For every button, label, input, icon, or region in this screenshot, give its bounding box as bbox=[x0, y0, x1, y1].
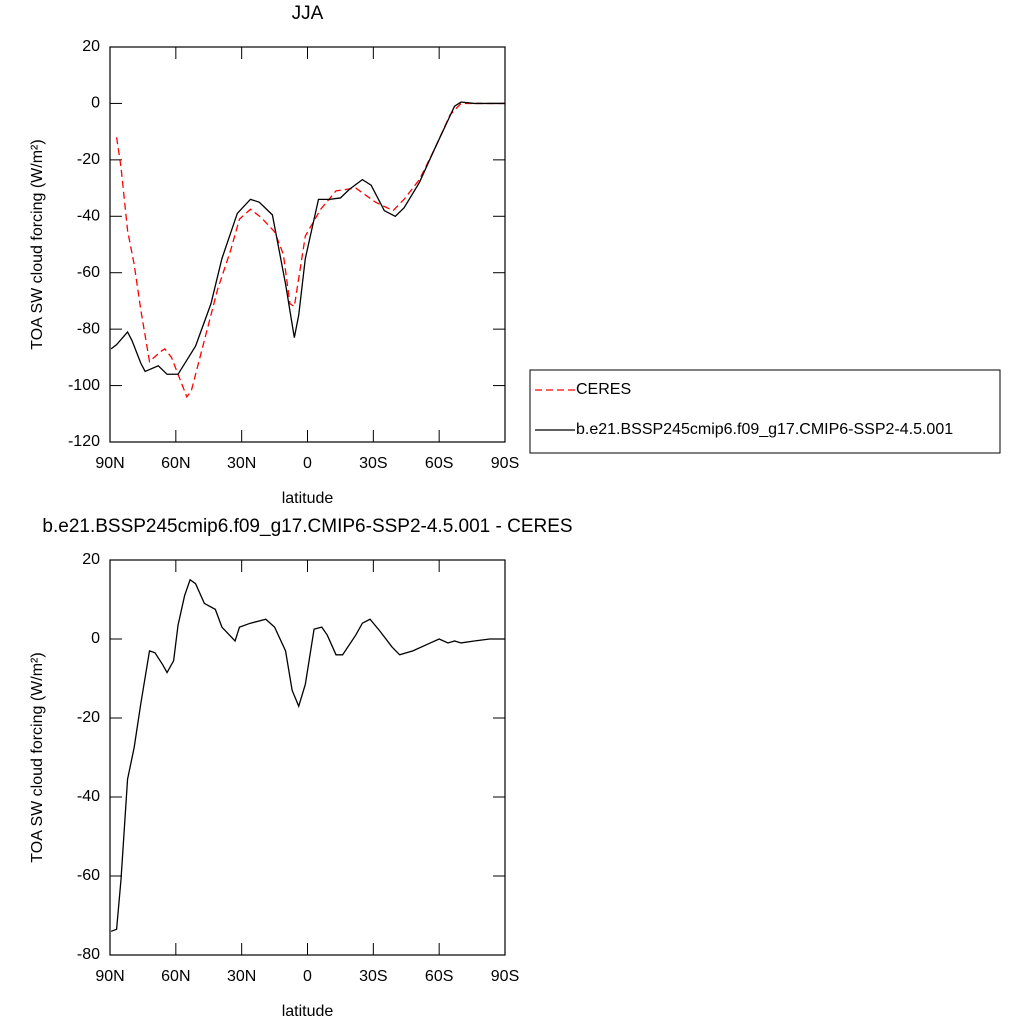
legend-box bbox=[529, 369, 1001, 454]
y-axis-label: TOA SW cloud forcing (W/m²) bbox=[29, 652, 46, 862]
x-tick-label: 30N bbox=[227, 968, 256, 985]
y-tick-label: 20 bbox=[82, 551, 100, 568]
chart-title: JJA bbox=[292, 3, 324, 24]
x-tick-label: 60S bbox=[425, 968, 453, 985]
plot-frame bbox=[109, 559, 506, 956]
x-axis-label: latitude bbox=[282, 490, 334, 507]
x-tick-label: 60N bbox=[161, 968, 190, 985]
y-axis-label: TOA SW cloud forcing (W/m²) bbox=[29, 139, 46, 349]
plot-frame bbox=[109, 46, 506, 443]
legend-label: b.e21.BSSP245cmip6.f09_g17.CMIP6-SSP2-4.… bbox=[576, 421, 953, 438]
x-tick-label: 30N bbox=[227, 455, 256, 472]
y-tick-label: 0 bbox=[91, 95, 100, 112]
y-tick-label: -60 bbox=[77, 867, 100, 884]
x-tick-label: 60S bbox=[425, 455, 453, 472]
x-tick-label: 0 bbox=[303, 455, 312, 472]
x-tick-label: 90N bbox=[95, 455, 124, 472]
x-tick-label: 90N bbox=[95, 968, 124, 985]
legend-label: CERES bbox=[576, 381, 631, 398]
y-tick-label: -100 bbox=[68, 377, 100, 394]
y-tick-label: -80 bbox=[77, 320, 100, 337]
y-tick-label: -20 bbox=[77, 151, 100, 168]
x-tick-label: 90S bbox=[491, 968, 519, 985]
data-line bbox=[115, 102, 505, 399]
x-tick-label: 30S bbox=[359, 455, 387, 472]
y-tick-label: -60 bbox=[77, 264, 100, 281]
x-tick-label: 0 bbox=[303, 968, 312, 985]
y-tick-label: -120 bbox=[68, 433, 100, 450]
chart-title: b.e21.BSSP245cmip6.f09_g17.CMIP6-SSP2-4.… bbox=[42, 516, 572, 537]
y-tick-label: -40 bbox=[77, 208, 100, 225]
y-tick-label: -80 bbox=[77, 946, 100, 963]
y-tick-label: 0 bbox=[91, 630, 100, 647]
y-tick-label: -40 bbox=[77, 788, 100, 805]
data-line bbox=[110, 578, 505, 932]
y-tick-label: 20 bbox=[82, 38, 100, 55]
x-tick-label: 60N bbox=[161, 455, 190, 472]
x-tick-label: 30S bbox=[359, 968, 387, 985]
x-tick-label: 90S bbox=[491, 455, 519, 472]
data-line bbox=[110, 101, 505, 375]
y-tick-label: -20 bbox=[77, 709, 100, 726]
x-axis-label: latitude bbox=[282, 1003, 334, 1020]
